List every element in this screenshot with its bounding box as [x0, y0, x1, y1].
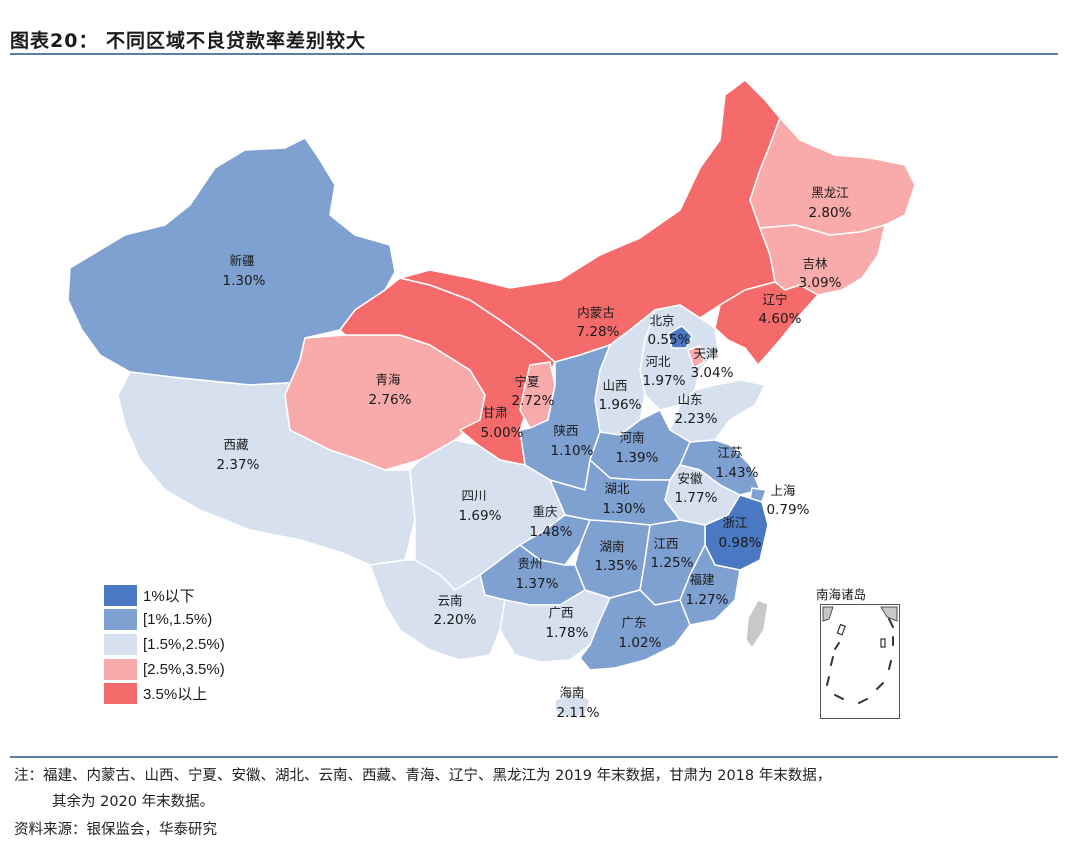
label-qinghai-name: 青海 [375, 372, 401, 387]
label-jiangxi-value: 1.25% [651, 555, 694, 571]
label-xinjiang-value: 1.30% [223, 273, 266, 289]
label-beijing-value: 0.55% [648, 332, 691, 348]
legend-label: [2.5%,3.5%) [143, 660, 225, 678]
label-shandong-name: 山东 [677, 392, 702, 407]
label-jilin-value: 3.09% [799, 275, 842, 291]
label-jiangsu-value: 1.43% [716, 465, 759, 481]
legend-swatch [104, 584, 137, 606]
legend-label: 3.5%以上 [143, 686, 208, 704]
label-chongqing-name: 重庆 [532, 504, 558, 519]
label-jilin-name: 吉林 [802, 256, 828, 271]
footnote-line1: 注：福建、内蒙古、山西、宁夏、安徽、湖北、云南、西藏、青海、辽宁、黑龙江为 20… [14, 768, 832, 784]
legend-swatch [104, 609, 137, 631]
bottom-rule [10, 756, 1058, 758]
label-hubei-value: 1.30% [603, 501, 646, 517]
label-shaanxi-name: 陕西 [553, 423, 578, 438]
label-hebei-value: 1.97% [643, 373, 686, 389]
label-sichuan-value: 1.69% [459, 508, 502, 524]
region-fujian [679, 544, 741, 626]
label-anhui-name: 安徽 [677, 471, 703, 486]
label-xizang-value: 2.37% [217, 457, 260, 473]
region-guangdong [579, 589, 691, 671]
legend-label: 1%以下 [143, 587, 195, 605]
label-guangdong-value: 1.02% [619, 635, 662, 651]
legend-item: [1%,1.5%) [104, 608, 225, 633]
legend-label: [1%,1.5%) [143, 611, 213, 629]
label-hunan-value: 1.35% [595, 558, 638, 574]
region-liaoning [714, 281, 819, 366]
label-heilongjiang-name: 黑龙江 [811, 185, 849, 200]
label-ningxia-name: 宁夏 [514, 374, 540, 389]
source-note: 资料来源：银保监会，华泰研究 [14, 822, 217, 838]
legend-label: [1.5%,2.5%) [143, 635, 225, 653]
label-hubei-name: 湖北 [604, 481, 630, 496]
label-hainan-name: 海南 [559, 685, 584, 700]
region-tianjin [687, 345, 705, 369]
region-beijing [667, 325, 693, 349]
top-rule [10, 53, 1058, 55]
label-guizhou-name: 贵州 [517, 556, 542, 571]
inset-map [822, 606, 898, 704]
label-beijing-name: 北京 [649, 313, 674, 328]
inset-title: 南海诸岛 [816, 587, 867, 602]
label-henan-value: 1.39% [616, 450, 659, 466]
label-henan-name: 河南 [619, 430, 644, 445]
label-chongqing-value: 1.48% [530, 524, 573, 540]
legend-item: [1.5%,2.5%) [104, 632, 225, 657]
label-shanxi-name: 山西 [602, 378, 627, 393]
label-shanghai-name: 上海 [770, 483, 796, 498]
region-hainan [554, 691, 591, 719]
label-hunan-name: 湖南 [599, 539, 624, 554]
label-guangdong-name: 广东 [621, 615, 646, 630]
south-china-sea-inset [820, 604, 900, 719]
label-tianjin-value: 3.04% [691, 365, 734, 381]
label-jiangsu-name: 江苏 [717, 445, 742, 460]
label-yunnan-name: 云南 [437, 593, 462, 608]
legend-swatch [104, 683, 137, 705]
label-liaoning-name: 辽宁 [762, 292, 787, 307]
label-sichuan-name: 四川 [461, 488, 486, 503]
label-gansu-name: 甘肃 [482, 405, 507, 420]
label-guangxi-name: 广西 [548, 605, 573, 620]
legend-item: 1%以下 [104, 583, 225, 608]
label-fujian-name: 福建 [689, 572, 715, 587]
label-zhejiang-value: 0.98% [719, 535, 762, 551]
region-taiwan [745, 599, 769, 649]
label-anhui-value: 1.77% [675, 490, 718, 506]
china-map: 新疆 1.30% 西藏 2.37% 青海 2.76% 甘肃 5.00% 内蒙古 … [67, 79, 916, 721]
label-hebei-name: 河北 [645, 354, 671, 369]
label-xinjiang-name: 新疆 [229, 253, 254, 268]
label-ningxia-value: 2.72% [512, 393, 555, 409]
label-fujian-value: 1.27% [686, 592, 729, 608]
legend-item: 3.5%以上 [104, 681, 225, 706]
label-shanxi-value: 1.96% [599, 397, 642, 413]
legend-swatch [104, 658, 137, 680]
label-shanghai-value: 0.79% [767, 502, 810, 518]
label-shandong-value: 2.23% [675, 411, 718, 427]
label-hainan-value: 2.11% [557, 705, 600, 721]
label-neimenggu-value: 7.28% [577, 324, 620, 340]
label-zhejiang-name: 浙江 [722, 515, 747, 530]
footnote-line2: 其余为 2020 年末数据。 [52, 794, 215, 810]
figure-title: 图表20： 不同区域不良贷款率差别较大 [10, 30, 367, 52]
label-neimenggu-name: 内蒙古 [577, 305, 615, 320]
label-gansu-value: 5.00% [481, 425, 524, 441]
legend-item: [2.5%,3.5%) [104, 657, 225, 682]
label-guangxi-value: 1.78% [546, 625, 589, 641]
label-guizhou-value: 1.37% [516, 576, 559, 592]
label-shaanxi-value: 1.10% [551, 443, 594, 459]
label-liaoning-value: 4.60% [759, 311, 802, 327]
label-jiangxi-name: 江西 [653, 536, 678, 551]
label-qinghai-value: 2.76% [369, 392, 412, 408]
label-yunnan-value: 2.20% [434, 612, 477, 628]
label-heilongjiang-value: 2.80% [809, 205, 852, 221]
map-legend: 1%以下 [1%,1.5%) [1.5%,2.5%) [2.5%,3.5%) 3… [104, 583, 225, 706]
label-tianjin-name: 天津 [693, 346, 718, 361]
label-xizang-name: 西藏 [223, 437, 249, 452]
legend-swatch [104, 633, 137, 655]
